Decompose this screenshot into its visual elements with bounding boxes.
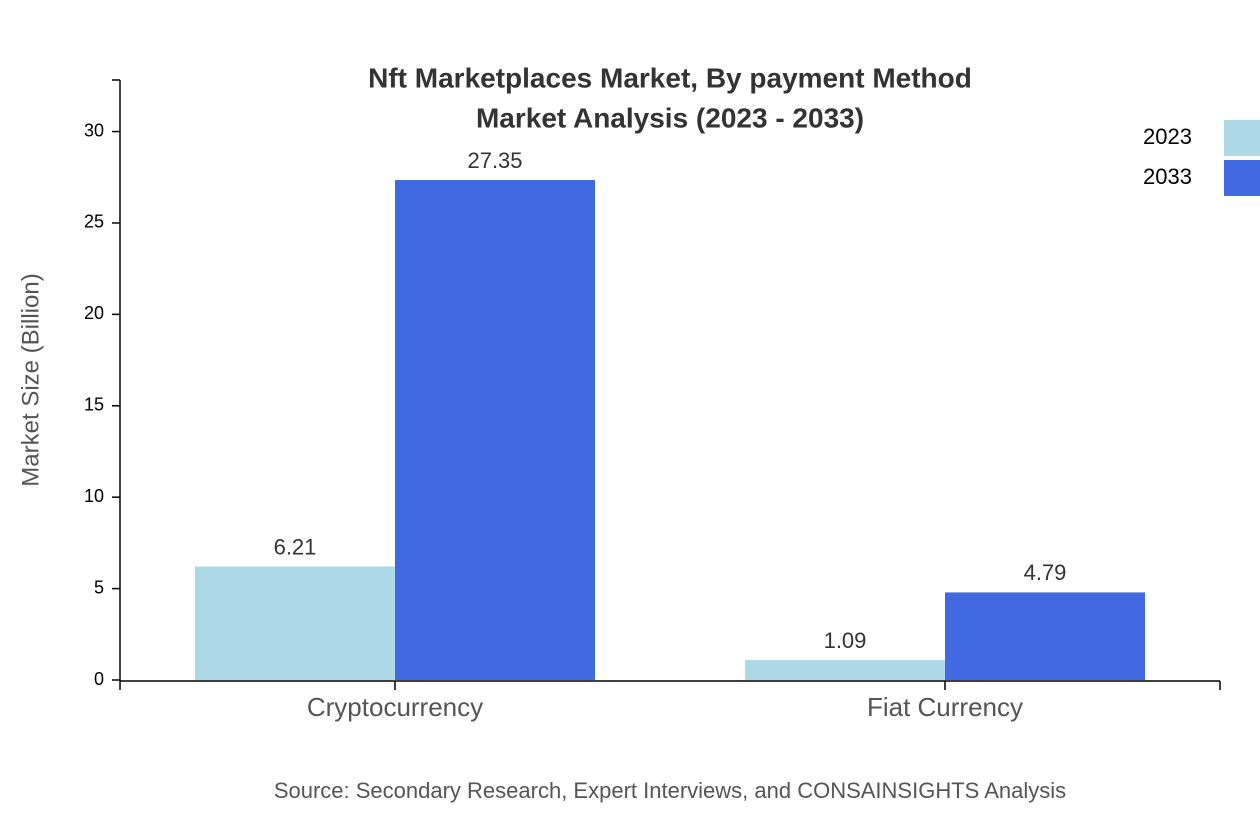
x-tick-label: Cryptocurrency [307,692,483,722]
value-label: 1.09 [824,628,867,653]
y-tick-label: 30 [84,120,104,140]
value-label: 6.21 [274,534,317,559]
bar [395,180,595,680]
y-tick-label: 20 [84,303,104,323]
y-tick-label: 15 [84,395,104,415]
y-tick-label: 10 [84,486,104,506]
x-tick-label: Fiat Currency [867,692,1023,722]
bar [745,660,945,680]
legend-label: 2033 [1143,164,1192,189]
chart-title: Nft Marketplaces Market, By payment Meth… [368,62,972,93]
legend-swatch [1224,160,1260,196]
bar [195,566,395,680]
chart-subtitle: Market Analysis (2023 - 2033) [476,102,864,133]
legend-label: 2023 [1143,124,1192,149]
y-tick-label: 0 [94,669,104,689]
value-label: 27.35 [467,148,522,173]
value-label: 4.79 [1024,560,1067,585]
y-tick-label: 5 [94,577,104,597]
source-note: Source: Secondary Research, Expert Inter… [274,778,1066,803]
y-axis-label: Market Size (Billion) [17,273,44,486]
legend-swatch [1224,120,1260,156]
bar [945,592,1145,680]
y-tick-label: 25 [84,212,104,232]
